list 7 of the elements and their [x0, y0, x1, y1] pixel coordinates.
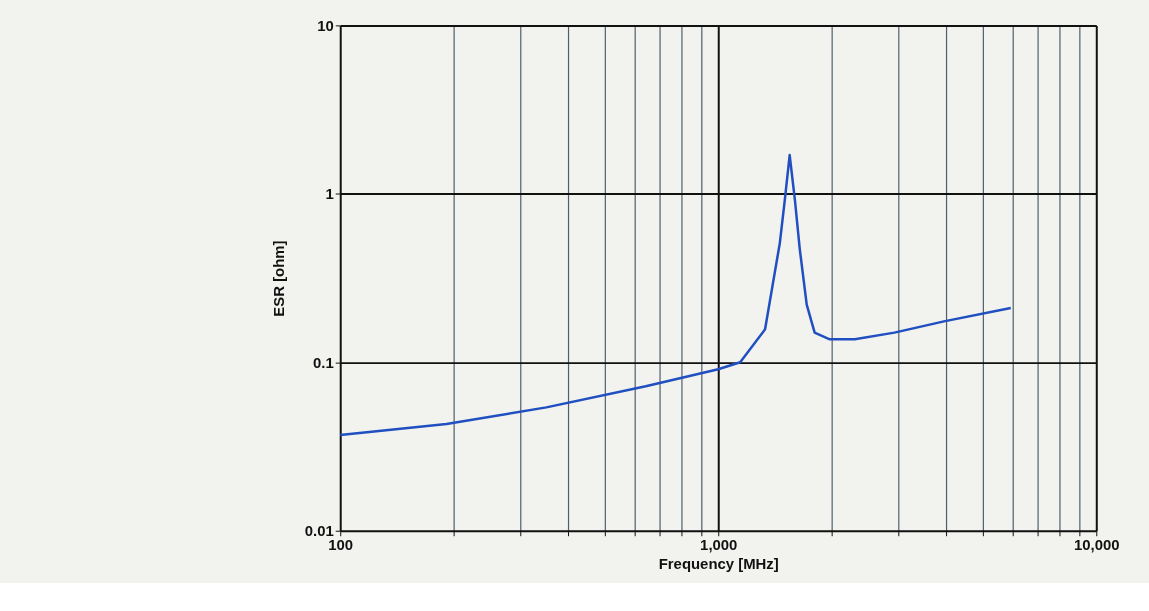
y-tick-label: 10: [317, 16, 334, 34]
x-axis-title: Frequency [MHz]: [658, 555, 779, 573]
y-tick-label: 0.1: [313, 353, 334, 371]
x-tick-label: 1,000: [700, 536, 738, 554]
y-axis-title: ESR [ohm]: [269, 240, 287, 317]
x-tick-label: 10,000: [1073, 536, 1120, 554]
y-tick-label: 1: [325, 185, 334, 203]
